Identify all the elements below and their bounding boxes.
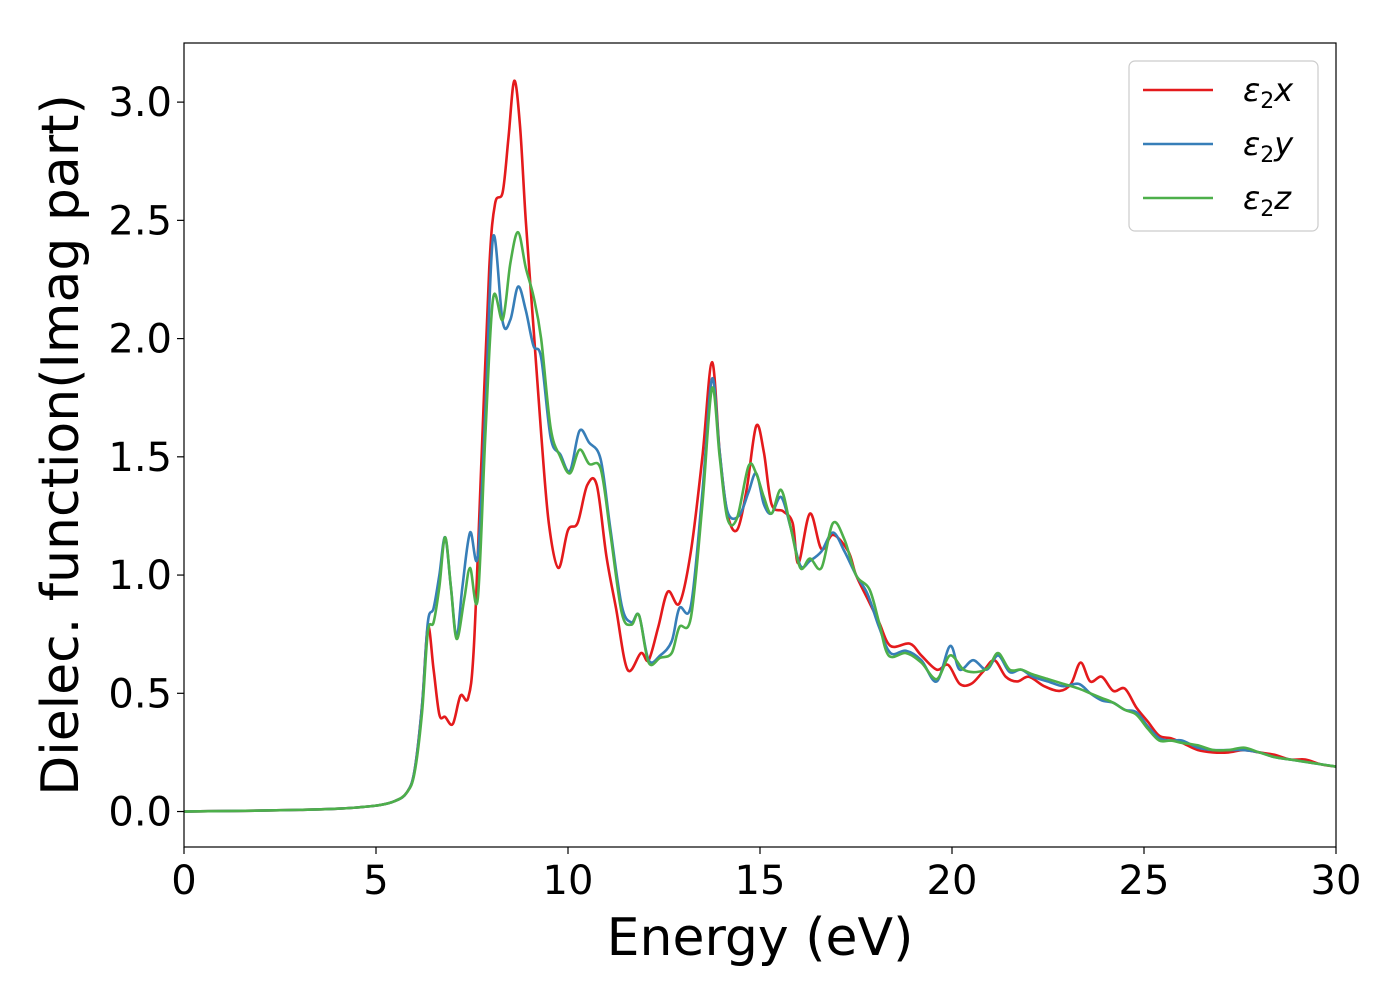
series-line-z: [184, 230, 1336, 813]
x-tick-label: 25: [1119, 858, 1170, 904]
y-tick-label: 0.5: [108, 671, 172, 717]
x-tick-label: 10: [543, 858, 594, 904]
legend-frame: [1128, 60, 1319, 232]
x-axis-title: Energy (eV): [607, 908, 914, 968]
x-tick-label: 0: [171, 858, 196, 904]
x-tick-label: 5: [363, 858, 388, 904]
y-tick-label: 1.0: [108, 553, 172, 599]
y-tick-label: 2.5: [108, 198, 172, 244]
series-layer: [184, 79, 1336, 813]
legend-label-z: ε2z: [1243, 179, 1292, 222]
series-line-x: [184, 79, 1336, 813]
legend: ε2x ε2y ε2z: [1128, 60, 1319, 232]
x-axis-ticks: 0 5 10 15 20 25 30: [171, 847, 1361, 904]
y-tick-label: 1.5: [108, 435, 172, 481]
y-tick-label: 2.0: [108, 317, 172, 363]
x-tick-label: 30: [1311, 858, 1362, 904]
x-tick-label: 20: [927, 858, 978, 904]
y-tick-label: 0.0: [108, 790, 172, 836]
legend-label-y: ε2y: [1243, 125, 1294, 168]
y-tick-label: 3.0: [108, 80, 172, 126]
y-axis-ticks: 0.0 0.5 1.0 1.5 2.0 2.5 3.0: [108, 80, 184, 836]
x-tick-label: 15: [735, 858, 786, 904]
legend-label-x: ε2x: [1243, 71, 1294, 114]
y-axis-title: Dielec. function(Imag part): [31, 94, 91, 796]
